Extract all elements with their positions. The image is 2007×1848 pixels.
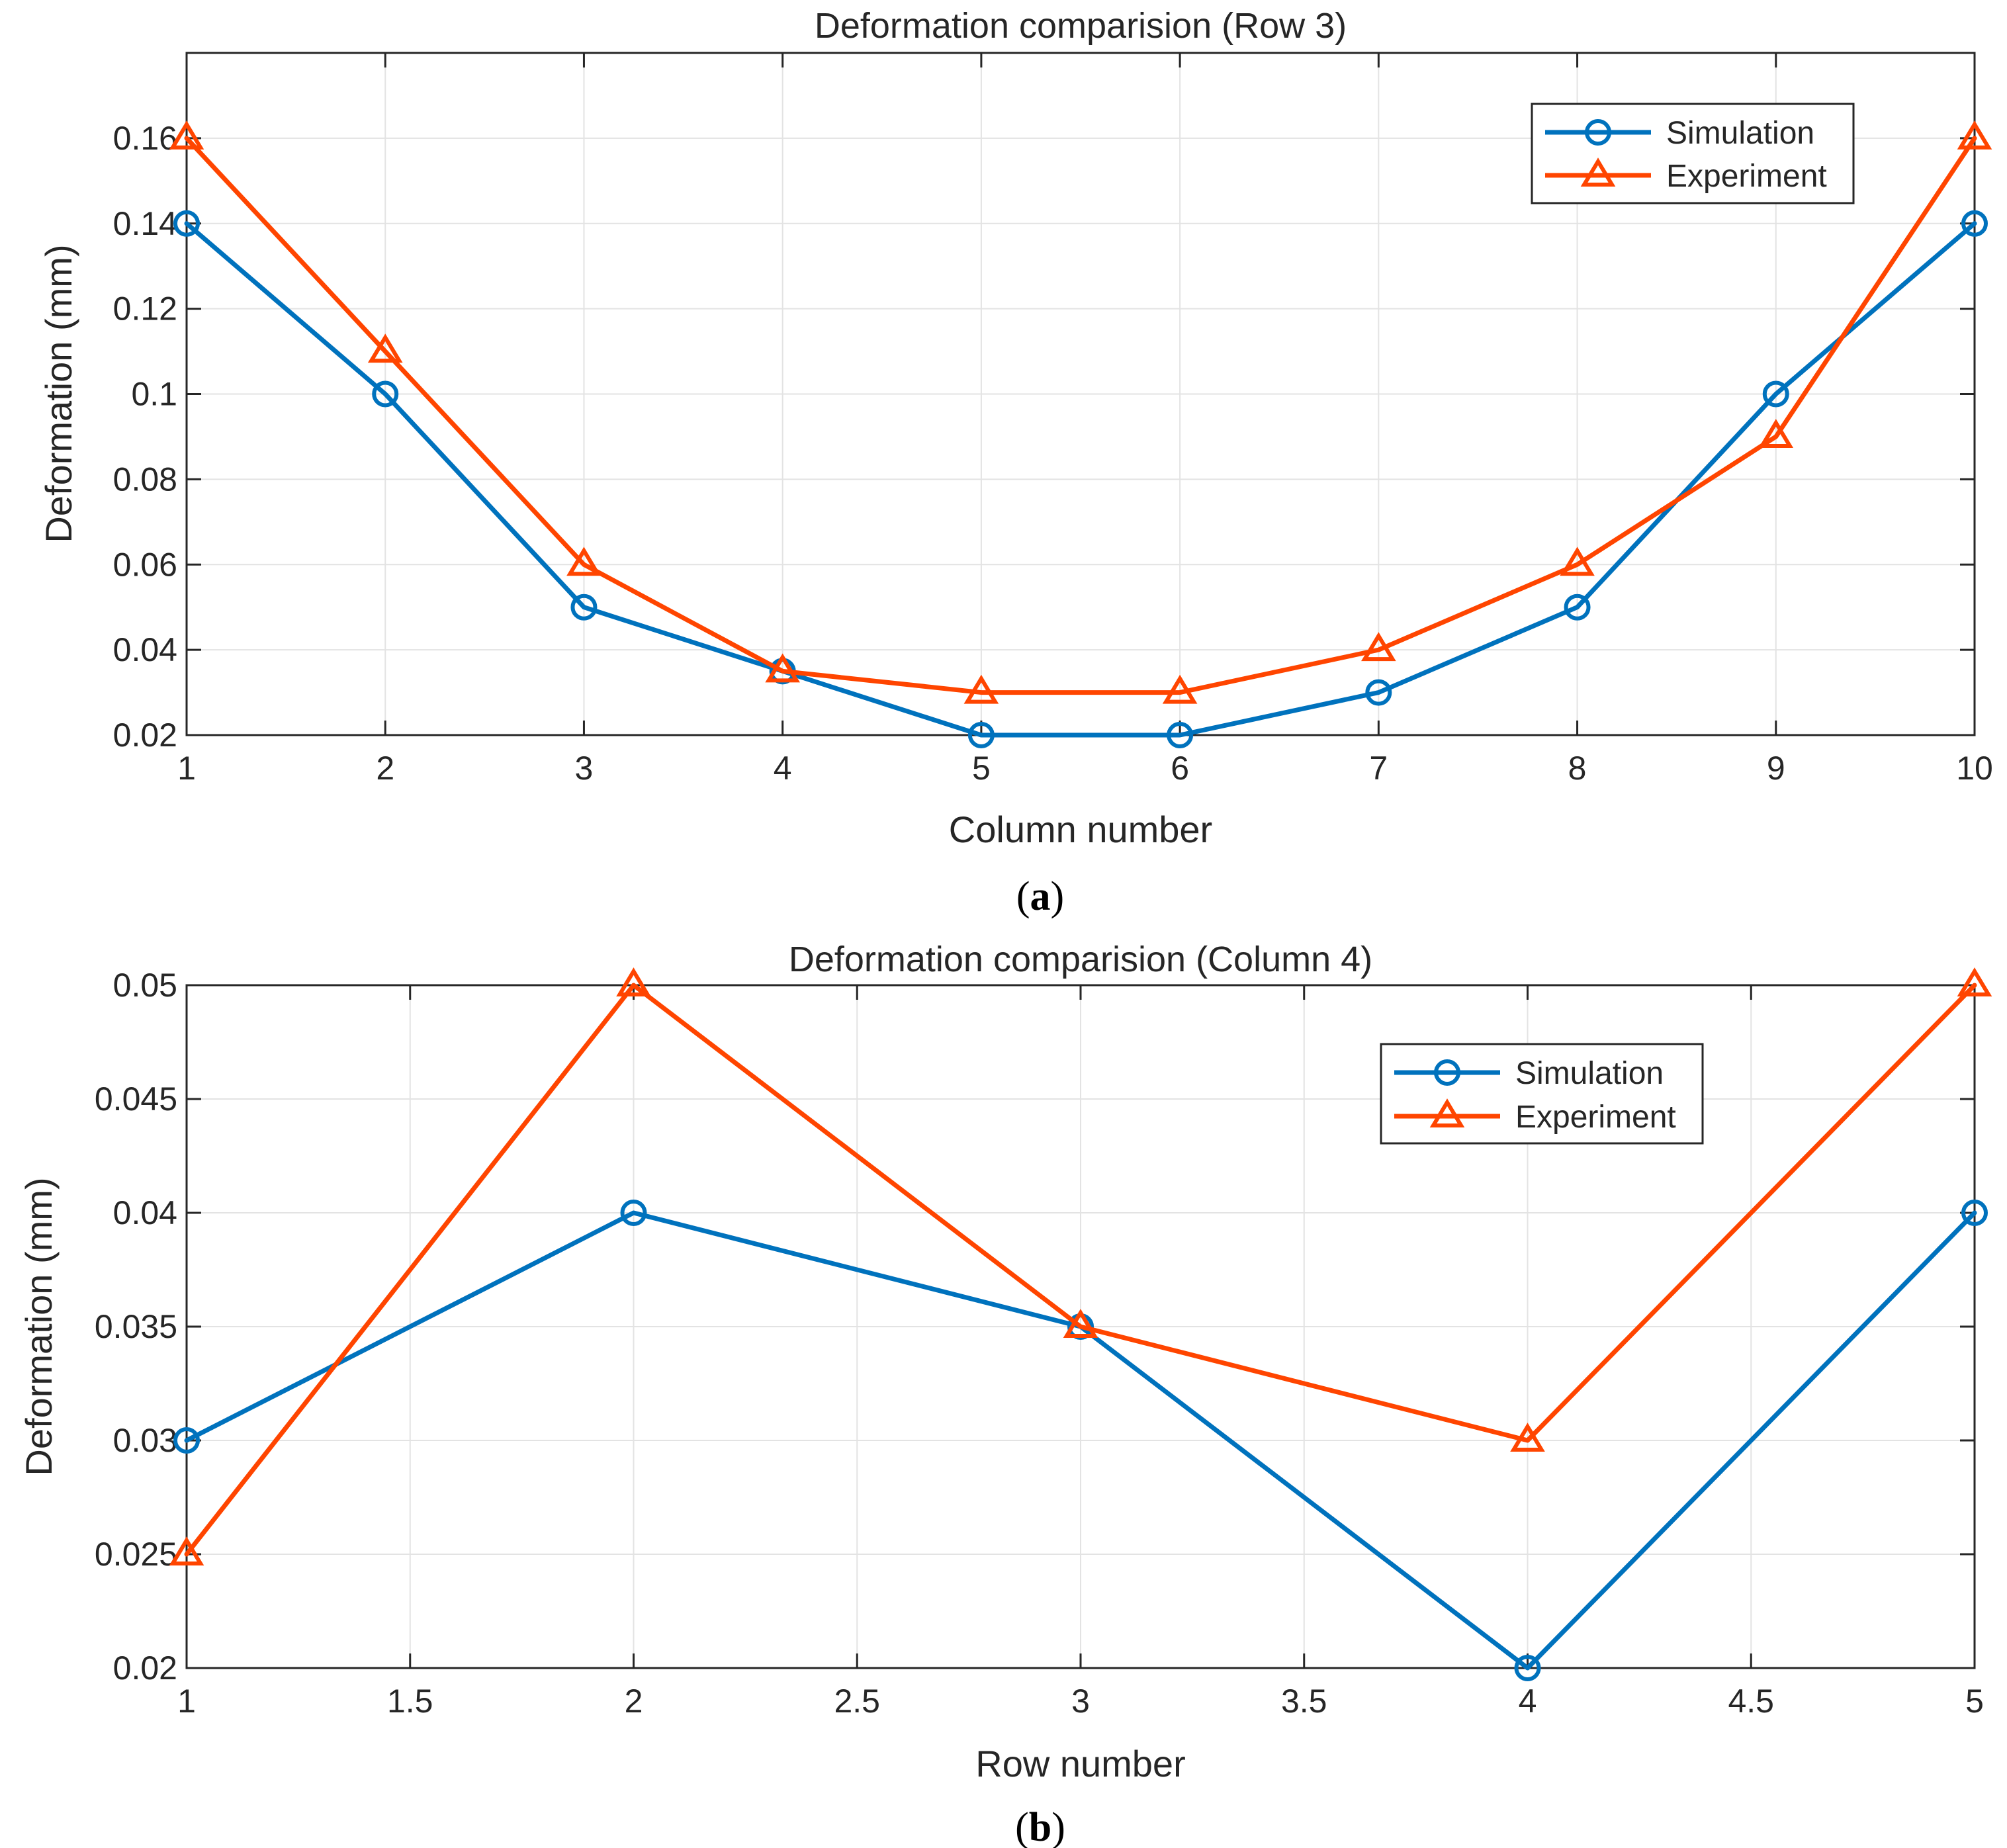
panel-a-legend: Simulation Experiment [1531,103,1855,204]
panel-a-experiment-point [765,653,800,683]
panel-b-series [169,967,1992,1681]
panel-a-experiment-point [1560,547,1595,576]
panel-a-experiment-point [367,333,403,363]
panel-b-xtick-label: 5 [1965,1683,1984,1720]
panel-a-xtick-label: 10 [1956,750,1993,787]
panel-a-xtick-label: 2 [376,750,394,787]
panel-b-xtick-label: 3 [1071,1683,1090,1720]
panel-b-experiment-point [1510,1423,1545,1452]
panel-a-simulation-point [967,722,995,748]
panel-b-xlabel: Row number [975,1743,1185,1784]
panel-b-legend-experiment-label: Experiment [1515,1100,1676,1135]
panel-a-simulation-point [1564,594,1591,621]
panel-b-ticks: 1 1.5 2 2.5 3 3.5 4 4.5 5 0.02 0.025 0.03 0.035 0.04 0… [95,967,1984,1720]
panel-a-xtick-label: 1 [177,750,196,787]
panel-a-xtick-label: 4 [774,750,792,787]
panel-a-experiment-line [184,136,1977,695]
panel-b-experiment-line [184,983,1977,1557]
panel-b-ylabel: Deformation (mm) [18,1177,60,1475]
panel-b-ytick-label: 0.04 [113,1194,177,1231]
panel-b-ytick-label: 0.05 [113,967,177,1004]
panel-b-ytick-label: 0.045 [95,1080,177,1118]
panel-b-ytick-label: 0.03 [113,1422,177,1459]
panel-b-xtick-label: 2 [625,1683,643,1720]
panel-b-ytick-label: 0.035 [95,1308,177,1345]
panel-a-legend-simulation-label: Simulation [1666,116,1814,151]
panel-a-xtick-label: 3 [575,750,594,787]
panel-a-ytick-label: 0.12 [113,290,177,328]
panel-b-chart: Deformation comparision (Column 4) 1 1.5 2… [18,940,1992,1848]
panel-b-xtick-label: 3.5 [1281,1683,1327,1720]
panel-a-caption-letter: a [1030,874,1051,919]
panel-a-simulation-point [570,594,598,621]
panel-b-experiment-point [169,1536,204,1565]
panel-b-xtick-label: 2.5 [834,1683,880,1720]
panel-b-xtick-label: 4 [1519,1683,1537,1720]
panel-a-xlabel: Column number [949,809,1212,850]
panel-b-caption: (b) [1015,1805,1065,1848]
panel-a-title: Deformation comparision (Row 3) [815,6,1347,46]
panel-a-chart: Deformation comparision (Row 3) 1 2 3 4 5 6 7 8… [38,6,1993,919]
panel-a-experiment-point [963,674,999,704]
panel-a-caption: (a) [1016,874,1064,919]
panel-b-simulation-point [1961,1200,1988,1226]
panel-b-experiment-point [1957,967,1992,996]
panel-a-experiment-point [1957,120,1992,150]
panel-a-series [169,120,1992,748]
panel-b-caption-letter: b [1029,1805,1051,1848]
panel-a-ytick-label: 0.14 [113,205,177,242]
panel-b-legend-simulation-marker [1434,1059,1460,1086]
panel-a-xtick-label: 8 [1568,750,1587,787]
panel-a-legend-experiment-label: Experiment [1666,159,1827,194]
panel-b-simulation-point [1514,1655,1541,1681]
panel-a-ytick-label: 0.02 [113,717,177,754]
panel-a-ytick-label: 0.08 [113,461,177,498]
panel-a-simulation-point [1365,679,1392,706]
panel-b-legend-experiment-marker [1429,1098,1465,1127]
panel-a-ylabel: Deformation (mm) [38,244,79,543]
panel-a-ticks: 1 2 3 4 5 6 7 8 9 10 0.02 0.04 0.06 0.08 0.1 0.12 0.14 0.… [113,53,1993,787]
panel-b-simulation-point [620,1200,647,1226]
panel-b-experiment-point [1063,1309,1098,1338]
panel-b-ytick-label: 0.02 [113,1650,177,1687]
panel-b-xtick-label: 4.5 [1728,1683,1774,1720]
panel-b-legend-simulation-label: Simulation [1515,1056,1664,1091]
panel-a-ytick-label: 0.06 [113,546,177,583]
panel-a-xtick-label: 9 [1767,750,1785,787]
panel-b-legend: Simulation Experiment [1380,1043,1704,1145]
panel-a-simulation-point [1762,380,1789,408]
panel-a-ytick-label: 0.16 [113,120,177,157]
panel-a-experiment-point [566,547,602,576]
panel-a-simulation-point [1167,722,1194,748]
panel-a-xtick-label: 7 [1369,750,1388,787]
panel-b-simulation-point [173,1427,200,1454]
panel-a-simulation-point [173,210,200,237]
panel-b-xtick-label: 1.5 [387,1683,433,1720]
panel-a-experiment-point [1361,632,1396,662]
panel-b-experiment-point [616,967,651,996]
panel-a-simulation-point [1961,210,1988,237]
panel-a-xtick-label: 5 [972,750,991,787]
panel-a-experiment-point [1162,674,1198,704]
panel-a-xtick-label: 6 [1171,750,1189,787]
panel-a-experiment-point [169,120,204,150]
panel-b-ytick-label: 0.025 [95,1536,177,1573]
panel-b-xtick-label: 1 [177,1683,196,1720]
panel-a-experiment-point [1758,419,1794,448]
panel-a-simulation-point [372,380,399,408]
panel-a-legend-experiment-marker [1580,157,1616,187]
panel-b-title: Deformation comparision (Column 4) [789,940,1372,979]
panel-a-ytick-label: 0.04 [113,631,177,668]
panel-a-ytick-label: 0.1 [131,376,177,413]
panel-a-legend-simulation-marker [1585,119,1611,146]
